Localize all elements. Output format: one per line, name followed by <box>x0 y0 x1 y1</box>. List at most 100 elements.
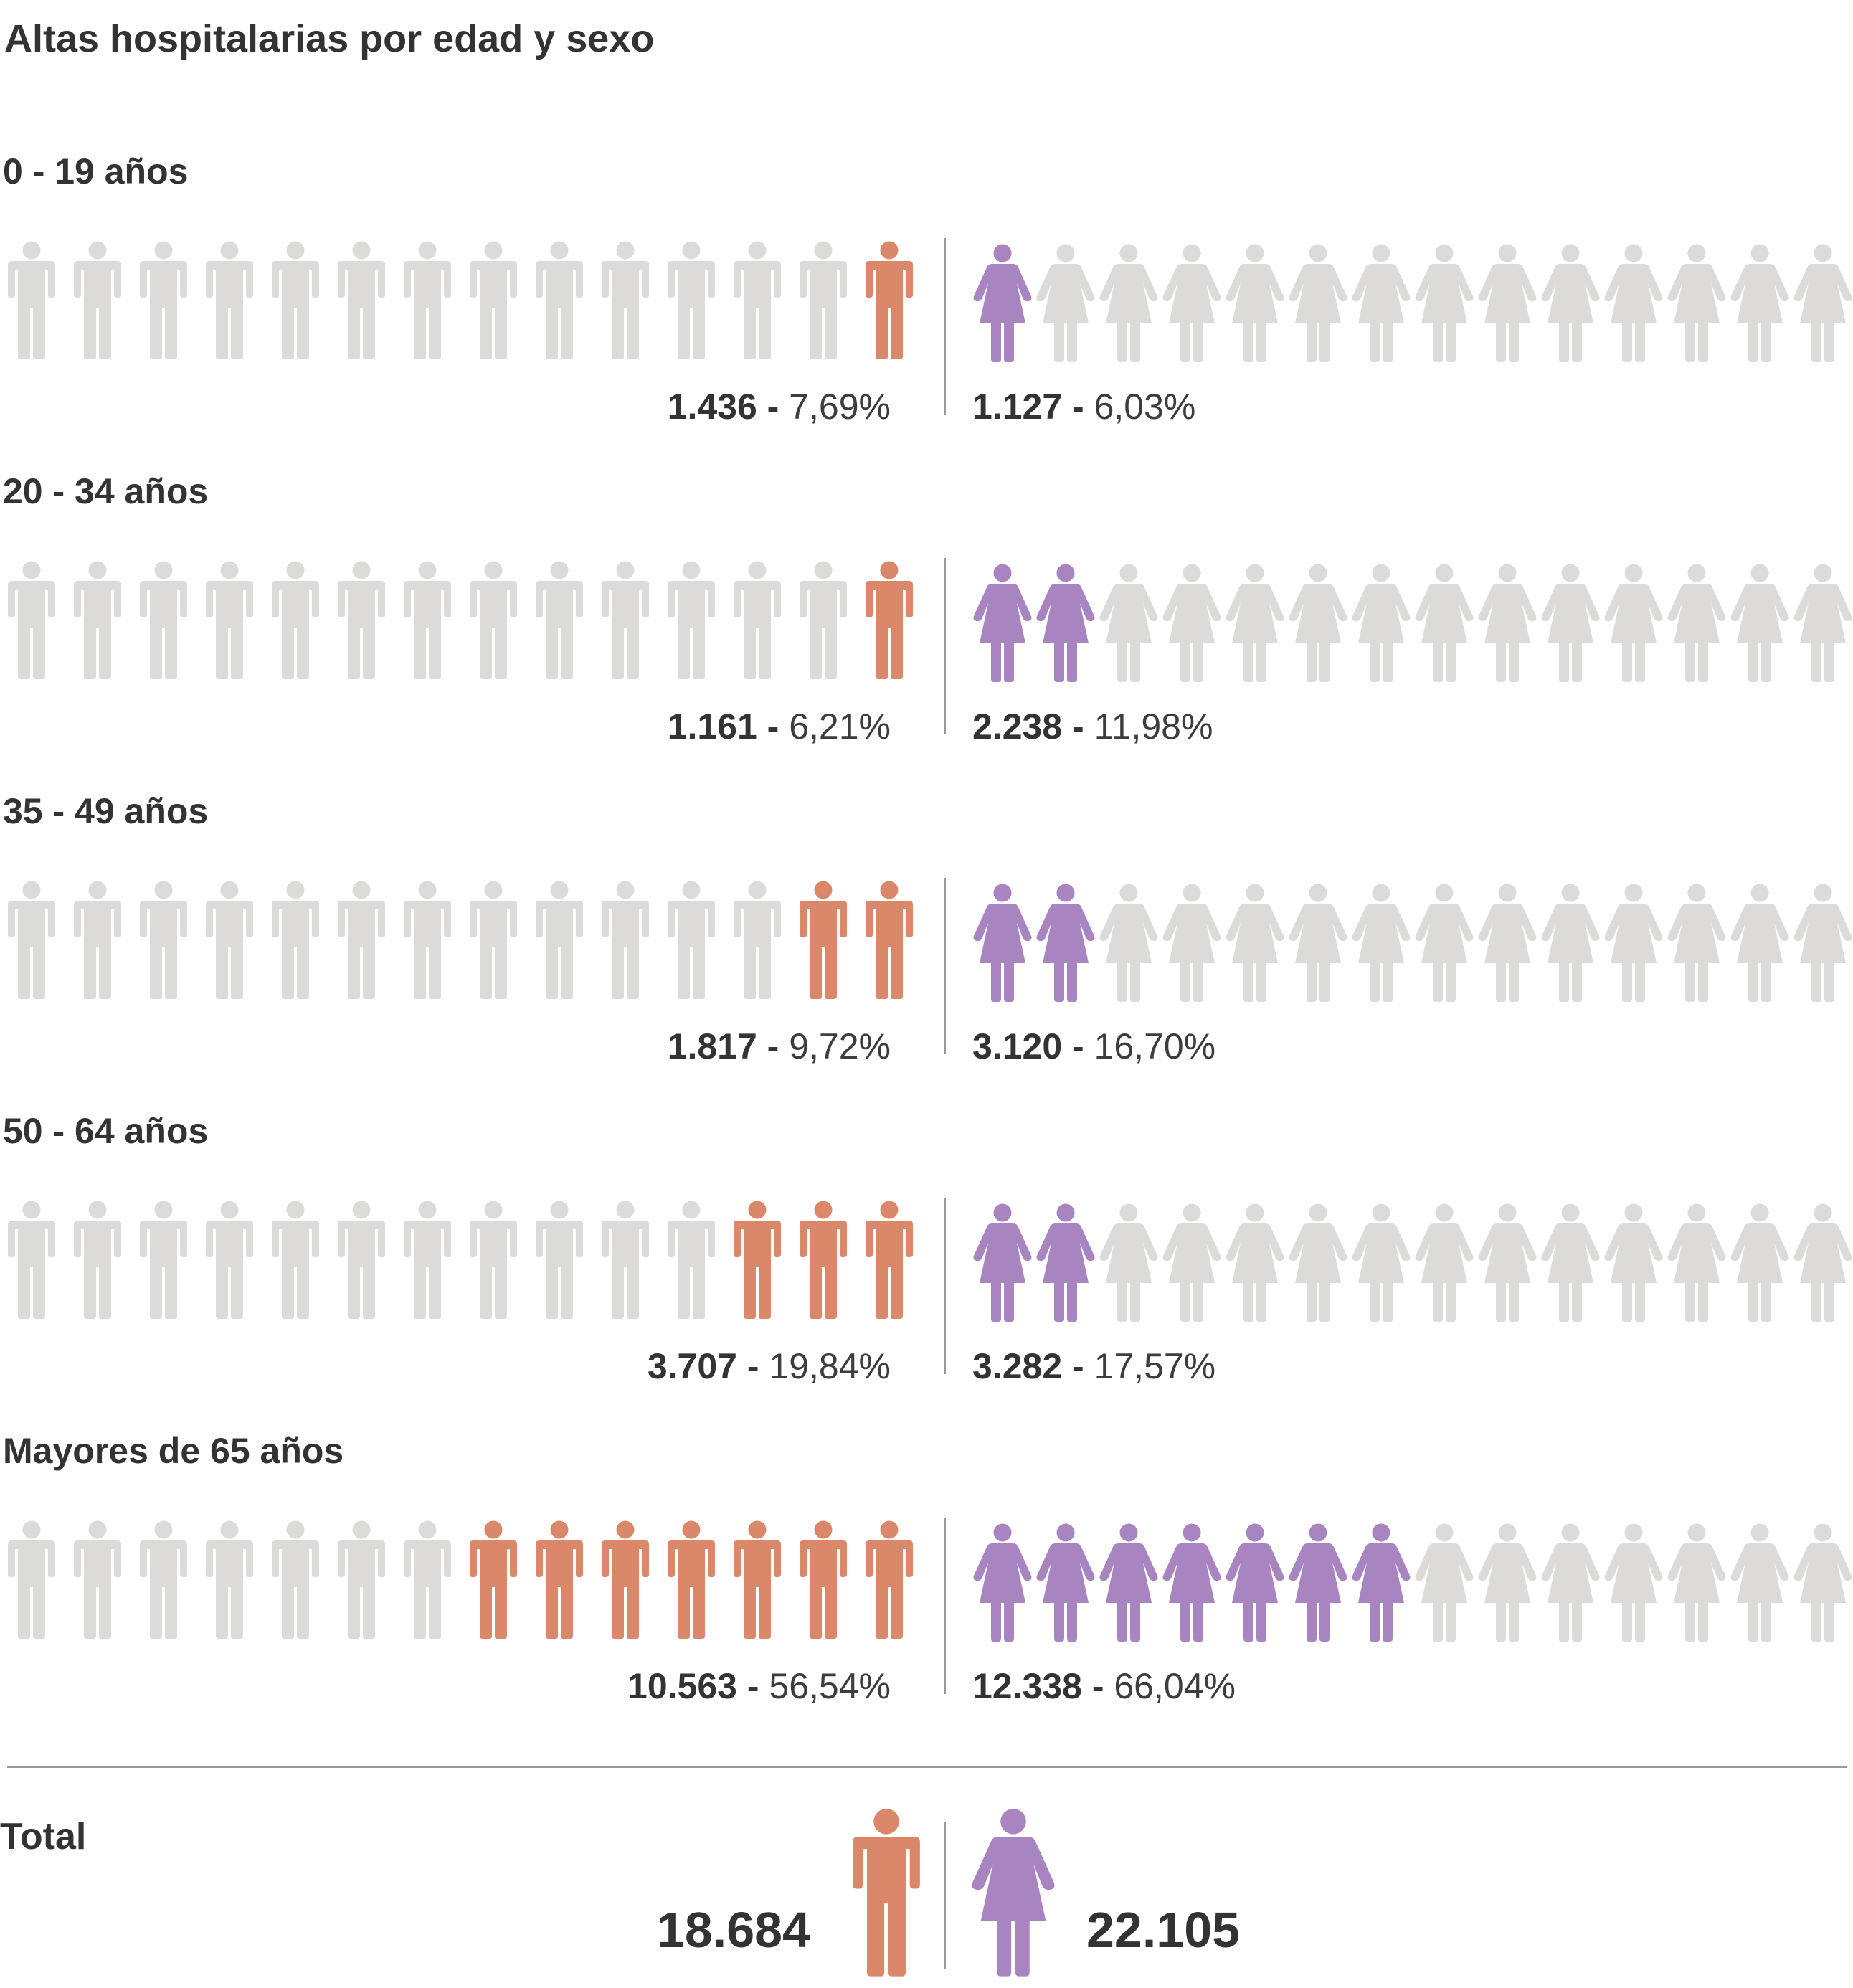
woman-icon-fill <box>973 244 1032 362</box>
male-percent: 19,84% <box>769 1346 891 1386</box>
man-icon <box>272 561 319 679</box>
total-label: Total <box>0 1816 86 1857</box>
woman-icon-empty <box>1730 1203 1789 1322</box>
woman-icon-empty <box>1667 564 1726 682</box>
man-icon-empty <box>338 881 385 999</box>
woman-icon <box>973 1203 1032 1322</box>
woman-icon <box>1541 244 1600 362</box>
woman-icon <box>1352 1523 1411 1642</box>
man-icon-empty <box>800 241 847 359</box>
male-value-label: 1.161 - 6,21% <box>668 706 891 747</box>
female-value-label: 12.338 - 66,04% <box>972 1666 1236 1706</box>
female-count: 1.127 <box>972 387 1062 427</box>
woman-icon <box>1667 884 1726 1002</box>
man-icon-empty <box>404 241 451 359</box>
man-icon-empty <box>74 1201 121 1319</box>
woman-icon-empty <box>1289 564 1347 682</box>
man-icon <box>74 1520 121 1639</box>
man-icon <box>338 241 385 359</box>
woman-icon-empty <box>1099 564 1158 682</box>
man-icon-empty <box>8 561 55 679</box>
man-icon <box>470 1520 517 1639</box>
woman-icon <box>973 564 1032 682</box>
man-icon-empty <box>602 881 649 999</box>
female-count: 3.120 <box>972 1026 1062 1066</box>
woman-icon <box>1667 1523 1726 1642</box>
woman-icon-empty <box>1541 1203 1600 1322</box>
woman-icon <box>1099 564 1158 682</box>
man-icon-fill <box>800 1520 847 1639</box>
man-icon-fill <box>800 881 847 999</box>
man-icon <box>668 561 715 679</box>
man-icon-fill <box>866 561 913 679</box>
woman-icon-empty <box>1478 564 1537 682</box>
man-icon-empty <box>470 881 517 999</box>
woman-icon-fill <box>1289 1523 1347 1642</box>
woman-icon <box>1793 884 1852 1002</box>
man-icon-empty <box>338 1520 385 1639</box>
man-icon-empty <box>206 561 253 679</box>
woman-icon <box>1667 564 1726 682</box>
man-icon-empty <box>404 1201 451 1319</box>
woman-icon <box>1036 1203 1095 1322</box>
woman-icon-empty <box>1604 244 1663 362</box>
man-icon <box>866 241 913 359</box>
female-percent: 17,57% <box>1094 1346 1216 1386</box>
female-value-label: 3.282 - 17,57% <box>972 1346 1215 1386</box>
woman-icon <box>1226 1523 1284 1642</box>
man-icon <box>536 561 583 679</box>
male-count: 10.563 <box>627 1666 737 1706</box>
man-icon <box>734 1520 781 1639</box>
man-icon-fill <box>800 1201 847 1319</box>
man-icon <box>602 881 649 999</box>
woman-icon-empty <box>1226 884 1284 1002</box>
man-icon-fill <box>536 1520 583 1639</box>
woman-icon-fill <box>973 1203 1032 1322</box>
man-icon-fill <box>866 881 913 999</box>
man-icon-empty <box>272 1201 319 1319</box>
age-group: 50 - 64 años 3.707 - 19,84% 3.282 - 17,57% <box>3 1111 1852 1386</box>
man-icon-empty <box>668 1201 715 1319</box>
male-value-label: 1.817 - 9,72% <box>668 1026 891 1066</box>
man-icon-empty <box>140 881 187 999</box>
woman-icon-fill <box>1226 1523 1284 1642</box>
male-count: 1.817 <box>668 1026 757 1066</box>
man-icon <box>536 241 583 359</box>
woman-icon <box>1289 1203 1347 1322</box>
woman-icon <box>1478 884 1537 1002</box>
man-icon <box>800 241 847 359</box>
man-icon-empty <box>74 881 121 999</box>
woman-icon-empty <box>1541 244 1600 362</box>
man-icon <box>272 1520 319 1639</box>
man-icon <box>668 1520 715 1639</box>
woman-icon-empty <box>1541 884 1600 1002</box>
woman-icon <box>1036 564 1095 682</box>
woman-icon-empty <box>1667 244 1726 362</box>
man-icon <box>470 1201 517 1319</box>
man-icon-empty <box>404 561 451 679</box>
woman-icon-empty <box>1478 1523 1537 1642</box>
woman-icon <box>973 884 1032 1002</box>
man-icon-empty <box>668 561 715 679</box>
man-icon-fill <box>734 1520 781 1639</box>
female-percent: 66,04% <box>1114 1666 1236 1706</box>
man-icon <box>536 881 583 999</box>
woman-icon <box>1541 884 1600 1002</box>
man-icon <box>140 881 187 999</box>
man-icon-empty <box>734 881 781 999</box>
man-icon-empty <box>536 881 583 999</box>
woman-icon-empty <box>1036 244 1095 362</box>
woman-icon-empty <box>1415 1203 1474 1322</box>
total-male-count: 18.684 <box>657 1902 810 1958</box>
age-group: 20 - 34 años 1.161 - 6,21% 2.238 - 11,98% <box>3 471 1852 747</box>
man-icon <box>74 561 121 679</box>
man-icon-empty <box>272 1520 319 1639</box>
man-icon-empty <box>536 1201 583 1319</box>
female-value-label: 1.127 - 6,03% <box>972 387 1195 427</box>
woman-icon <box>1667 244 1726 362</box>
woman-icon <box>1415 884 1474 1002</box>
man-icon <box>668 1201 715 1319</box>
woman-icon-empty <box>1667 1523 1726 1642</box>
age-group-label: 0 - 19 años <box>3 151 188 191</box>
